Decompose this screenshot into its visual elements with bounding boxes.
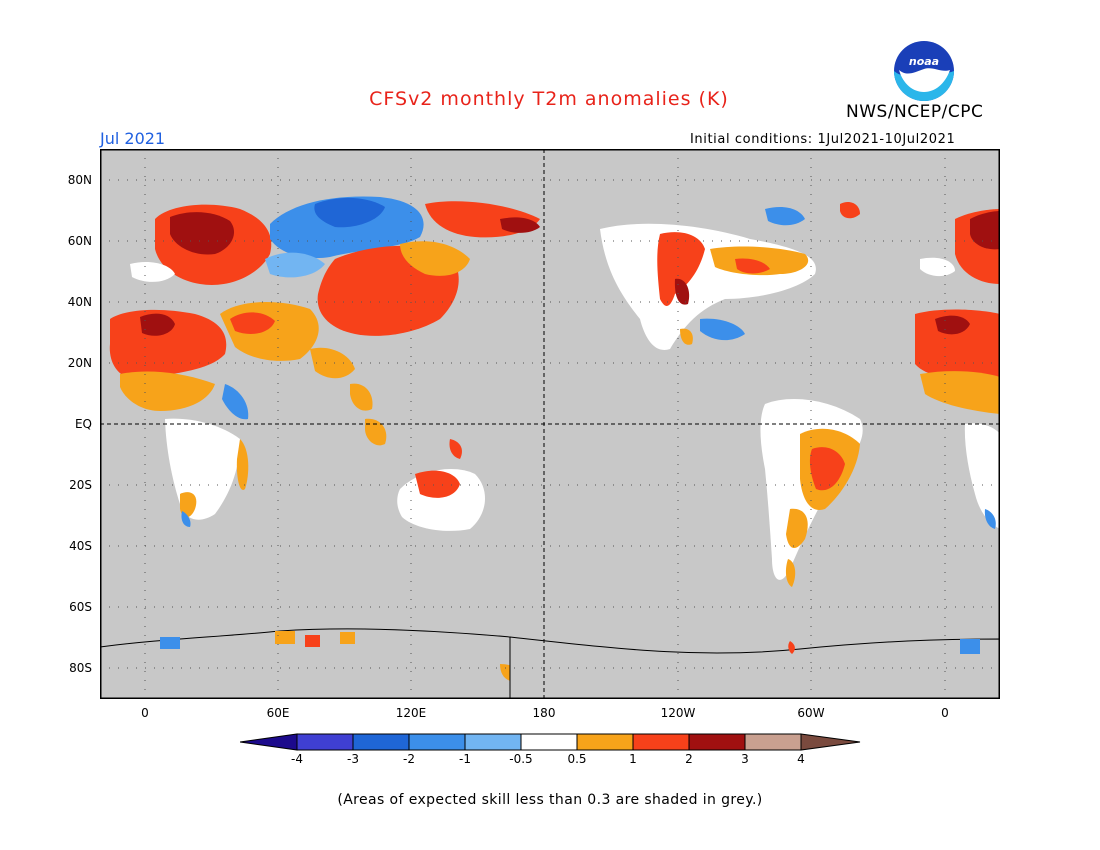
lat-label: EQ — [74, 417, 92, 431]
lon-label: 0 — [941, 706, 949, 720]
colorbar-label: 4 — [797, 752, 805, 766]
colorbar-label: 0.5 — [567, 752, 587, 766]
north-america-region — [600, 202, 860, 350]
lat-label: 20S — [69, 478, 92, 492]
lon-label: 180 — [532, 706, 556, 720]
colorbar-label: -1 — [459, 752, 471, 766]
logo-text: noaa — [909, 55, 939, 68]
colorbar-swatch — [744, 733, 802, 751]
colorbar-swatch — [576, 733, 634, 751]
europe-africa-region — [109, 204, 272, 527]
lon-label: 120E — [395, 706, 427, 720]
russia-cold-region — [265, 196, 424, 278]
colorbar — [240, 733, 861, 751]
colorbar-label: 3 — [741, 752, 749, 766]
colorbar-label: -2 — [403, 752, 415, 766]
agency-label: NWS/NCEP/CPC — [846, 102, 984, 122]
anomaly-map — [100, 149, 1000, 699]
colorbar-label: -3 — [347, 752, 359, 766]
lon-label: 120W — [660, 706, 696, 720]
australia-region — [397, 469, 486, 531]
map-frame — [100, 149, 1000, 699]
lat-label: 20N — [67, 356, 92, 370]
asia-warm-region — [220, 201, 540, 459]
colorbar-swatch — [464, 733, 522, 751]
initial-conditions-label: Initial conditions: 1Jul2021-10Jul2021 — [690, 132, 956, 147]
footnote: (Areas of expected skill less than 0.3 a… — [337, 792, 763, 808]
lon-label: 60E — [266, 706, 290, 720]
colorbar-swatch — [520, 733, 578, 751]
colorbar-label: 1 — [629, 752, 637, 766]
map-gridlines — [100, 149, 1000, 699]
colorbar-label: 2 — [685, 752, 693, 766]
equator-dateline — [100, 149, 1000, 699]
lon-label: 0 — [141, 706, 149, 720]
wrap-europe-africa-region — [915, 209, 1000, 529]
antarctica-region — [100, 628, 1000, 699]
colorbar-swatch — [800, 733, 861, 751]
lon-label: 60W — [797, 706, 825, 720]
lat-label: 80S — [69, 661, 92, 675]
colorbar-label: -4 — [291, 752, 303, 766]
colorbar-label: -0.5 — [509, 752, 533, 766]
lat-label: 40N — [67, 295, 92, 309]
colorbar-swatch — [408, 733, 466, 751]
colorbar-swatch — [296, 733, 354, 751]
south-america-region — [760, 399, 863, 587]
colorbar-swatch — [240, 733, 298, 751]
month-label: Jul 2021 — [100, 129, 166, 148]
noaa-logo: noaa — [894, 41, 954, 101]
lat-label: 60N — [67, 234, 92, 248]
lat-label: 60S — [69, 600, 92, 614]
colorbar-swatch — [352, 733, 410, 751]
colorbar-swatch — [632, 733, 690, 751]
colorbar-swatch — [688, 733, 746, 751]
chart-title: CFSv2 monthly T2m anomalies (K) — [369, 88, 729, 110]
lat-label: 40S — [69, 539, 92, 553]
lat-label: 80N — [67, 173, 92, 187]
